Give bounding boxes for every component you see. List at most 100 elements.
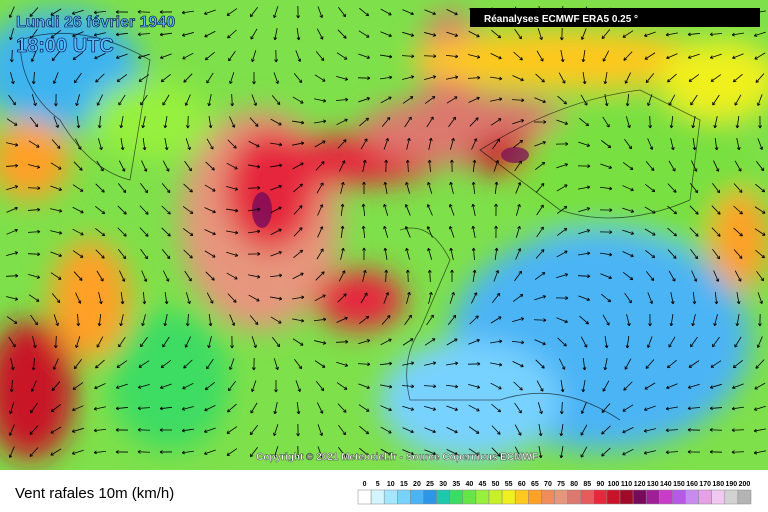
arrow-shaft — [556, 317, 568, 323]
arrow-shaft — [74, 72, 82, 84]
wind-arrow — [581, 380, 586, 393]
arrow-head — [140, 343, 144, 348]
wind-arrow — [226, 251, 239, 257]
arrow-head — [227, 408, 231, 413]
wind-arrow — [185, 138, 191, 151]
arrow-shaft — [666, 383, 678, 389]
arrow-shaft — [336, 317, 348, 323]
arrow-shaft — [424, 9, 436, 15]
arrow-shaft — [317, 204, 323, 216]
wind-arrow — [644, 405, 656, 411]
arrow-head — [254, 321, 259, 325]
wind-arrow — [753, 428, 766, 433]
arrow-head — [276, 343, 281, 348]
arrow-shaft — [142, 137, 146, 151]
arrow-head — [300, 100, 304, 104]
arrow-shaft — [732, 406, 744, 410]
arrow-shaft — [534, 97, 546, 103]
arrow-shaft — [183, 183, 193, 193]
arrow-head — [497, 431, 501, 435]
source: Réanalyses ECMWF ERA5 0.25 ° — [484, 14, 638, 25]
arrow-shaft — [734, 94, 742, 106]
wind-arrow — [273, 358, 279, 371]
arrow-head — [602, 58, 607, 62]
arrow-head — [497, 453, 501, 457]
arrow-head — [183, 365, 187, 369]
arrow-head — [603, 366, 608, 371]
arrow-shaft — [665, 429, 679, 431]
arrow-head — [115, 10, 119, 14]
wind-arrow — [493, 270, 500, 282]
wind-arrow — [733, 183, 743, 193]
arrow-shaft — [380, 31, 392, 37]
arrow-shaft — [600, 163, 612, 169]
arrow-head — [384, 159, 389, 163]
wind-arrow — [424, 405, 437, 411]
arrow-shaft — [604, 358, 608, 370]
arrow-head — [9, 389, 14, 393]
arrow-head — [498, 55, 502, 60]
wind-arrow — [161, 249, 171, 260]
arrow-shaft — [561, 401, 563, 415]
arrow-head — [518, 432, 522, 436]
wind-arrow — [582, 72, 587, 85]
arrow-shaft — [187, 313, 189, 327]
arrow-head — [344, 316, 348, 321]
arrow-shaft — [51, 51, 61, 61]
arrow-shaft — [120, 138, 124, 150]
wind-arrow — [93, 406, 106, 411]
arrow-shaft — [581, 402, 587, 414]
arrow-head — [494, 247, 499, 251]
wind-arrow — [293, 183, 303, 193]
arrow-shaft — [294, 358, 302, 370]
arrow-head — [119, 322, 124, 327]
arrow-head — [753, 407, 758, 411]
wind-arrow — [362, 269, 367, 282]
arrow-shaft — [667, 183, 677, 193]
arrow-shaft — [692, 291, 696, 305]
arrow-shaft — [644, 184, 656, 192]
legend-swatch — [514, 489, 529, 505]
arrow-shaft — [270, 206, 282, 214]
arrow-shaft — [402, 31, 414, 37]
wind-arrow — [358, 339, 371, 345]
wind-arrow — [648, 115, 653, 129]
arrow-head — [115, 385, 120, 389]
arrow-shaft — [183, 73, 193, 83]
arrow-shaft — [380, 76, 392, 80]
wind-arrow — [447, 314, 457, 325]
wind-arrow — [624, 358, 632, 370]
arrow-head — [586, 229, 591, 233]
arrow-shaft — [582, 50, 586, 62]
arrow-shaft — [468, 339, 480, 345]
arrow-shaft — [623, 51, 633, 61]
arrow-head — [187, 146, 191, 151]
arrow-head — [95, 364, 99, 369]
arrow-head — [234, 187, 239, 191]
legend-swatch — [711, 489, 726, 505]
wind-arrow — [226, 162, 238, 170]
wind-arrow — [50, 8, 62, 16]
arrow-head — [580, 410, 585, 414]
wind-arrow — [293, 249, 303, 259]
wind-arrow — [691, 116, 696, 129]
wind-arrow — [117, 227, 127, 237]
arrow-head — [234, 253, 239, 257]
arrow-shaft — [625, 116, 631, 128]
wind-arrow — [118, 336, 126, 348]
wind-arrow — [314, 340, 327, 345]
wind-arrow — [9, 379, 14, 393]
arrow-shaft — [534, 272, 546, 280]
arrow-shaft — [558, 72, 566, 84]
arrow-shaft — [295, 380, 301, 392]
wind-arrow — [164, 138, 169, 151]
wind-arrow — [314, 294, 326, 302]
wind-arrow — [31, 357, 36, 371]
arrow-head — [603, 80, 608, 85]
arrow-shaft — [140, 248, 148, 260]
arrow-shaft — [226, 8, 238, 16]
wind-arrow — [424, 427, 436, 434]
wind-arrow — [137, 449, 151, 454]
arrow-head — [116, 78, 121, 83]
arrow-head — [99, 146, 103, 151]
